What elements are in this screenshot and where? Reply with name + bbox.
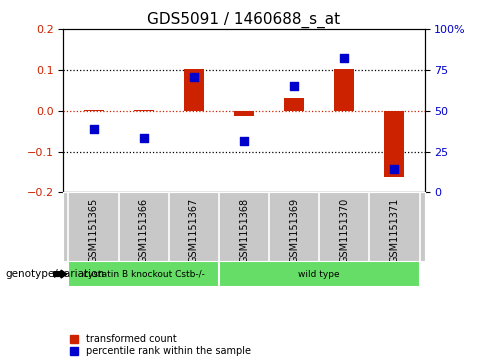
Bar	[83, 110, 103, 111]
Text: cystatin B knockout Cstb-/-: cystatin B knockout Cstb-/-	[83, 270, 204, 278]
Point	[240, 138, 248, 144]
Text: GSM1151370: GSM1151370	[339, 198, 349, 263]
Text: GSM1151368: GSM1151368	[239, 198, 249, 263]
Title: GDS5091 / 1460688_s_at: GDS5091 / 1460688_s_at	[147, 12, 341, 28]
Point	[140, 135, 147, 141]
Point	[390, 166, 398, 172]
Text: GSM1151369: GSM1151369	[289, 198, 299, 263]
Point	[290, 83, 298, 89]
Bar	[385, 111, 405, 177]
Bar	[134, 110, 154, 111]
Text: wild type: wild type	[299, 270, 340, 278]
Text: GSM1151367: GSM1151367	[189, 198, 199, 263]
Legend: transformed count, percentile rank within the sample: transformed count, percentile rank withi…	[68, 332, 253, 358]
Bar	[234, 111, 254, 115]
Text: GSM1151365: GSM1151365	[88, 198, 99, 263]
Point	[341, 56, 348, 61]
Text: GSM1151366: GSM1151366	[139, 198, 149, 263]
Point	[90, 126, 98, 132]
Bar	[184, 69, 204, 111]
Text: genotype/variation: genotype/variation	[5, 269, 104, 279]
Bar	[219, 261, 420, 287]
Point	[190, 74, 198, 80]
Text: GSM1151371: GSM1151371	[389, 198, 400, 263]
Bar	[284, 98, 304, 111]
Bar	[68, 261, 219, 287]
Bar	[334, 69, 354, 111]
